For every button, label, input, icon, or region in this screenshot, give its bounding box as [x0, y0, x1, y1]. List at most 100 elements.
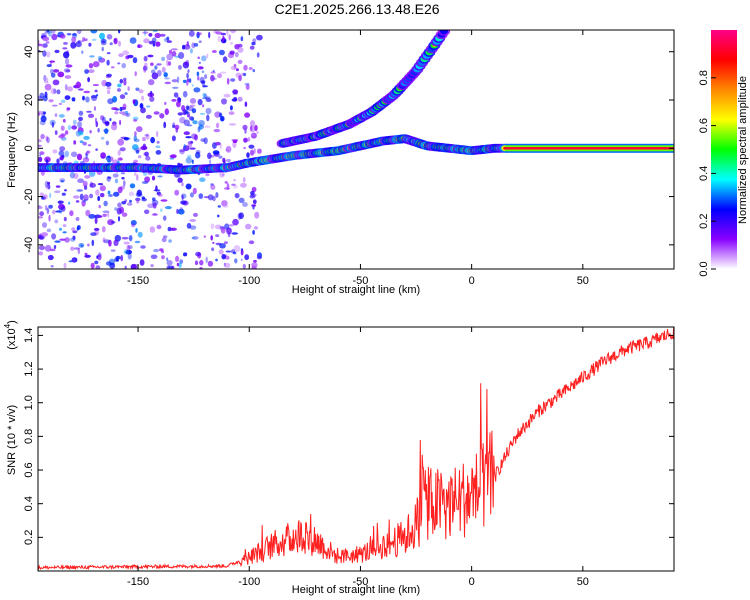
spectrogram-noise-speckle	[183, 252, 188, 257]
spectrogram-noise-speckle	[195, 151, 201, 159]
spectrogram-noise-speckle	[108, 194, 113, 197]
spectrogram-noise-speckle	[209, 159, 212, 165]
snr-marks	[38, 327, 674, 571]
spectrogram-noise-speckle	[39, 154, 42, 157]
spectrogram-noise-speckle	[114, 178, 119, 184]
spectrogram-noise-speckle	[144, 30, 146, 36]
spectrogram-noise-speckle	[50, 30, 56, 34]
spectrogram-noise-speckle	[210, 74, 215, 82]
spectrogram-noise-speckle	[198, 120, 205, 127]
spectrogram-noise-speckle	[106, 59, 110, 66]
spectrogram-noise-speckle	[94, 89, 98, 93]
spectrogram-noise-speckle	[146, 105, 151, 108]
spectrogram-noise-speckle	[54, 49, 60, 54]
spectrogram-noise-speckle	[129, 37, 137, 44]
spectrogram-noise-speckle	[252, 205, 255, 210]
spectrogram-noise-speckle	[95, 148, 98, 152]
spectrogram-noise-speckle	[160, 199, 168, 202]
spectrogram-noise-speckle	[51, 121, 55, 128]
spectrogram-noise-speckle	[188, 30, 195, 37]
spectrogram-noise-speckle	[198, 61, 201, 64]
snr-y-tick-label: 0.8	[23, 429, 35, 444]
spectrogram-noise-speckle	[197, 32, 202, 36]
spectrogram-noise-speckle	[73, 195, 80, 199]
spectrogram-noise-speckle	[62, 118, 66, 123]
spectrogram-noise-speckle	[72, 119, 77, 126]
spectrogram-noise-speckle	[234, 193, 240, 199]
spectrogram-noise-speckle	[58, 114, 65, 118]
spectrogram-noise-speckle	[64, 150, 70, 158]
spectrogram-noise-speckle	[186, 113, 191, 118]
spectrogram-noise-speckle	[41, 44, 48, 48]
chart-title: C2E1.2025.266.13.48.E26	[274, 1, 439, 17]
spectrogram-noise-speckle	[206, 53, 209, 59]
spectrogram-noise-speckle	[242, 124, 248, 131]
spectrogram-noise-speckle	[75, 81, 82, 89]
spectrogram-noise-speckle	[81, 50, 84, 54]
spectrogram-noise-speckle	[174, 55, 181, 58]
spectrogram-noise-speckle	[142, 31, 149, 34]
spectrogram-noise-speckle	[42, 50, 47, 57]
spectrogram-noise-speckle	[44, 83, 52, 91]
spectrogram-noise-speckle	[178, 65, 182, 70]
spectrogram-noise-speckle	[170, 227, 178, 231]
spectrogram-noise-speckle	[72, 258, 76, 263]
spectrogram-noise-speckle	[181, 194, 184, 201]
spectrogram-noise-speckle	[100, 152, 106, 159]
spectrogram-noise-speckle	[46, 228, 52, 233]
spectrogram-noise-speckle	[156, 63, 162, 66]
spectrogram-noise-speckle	[139, 103, 144, 109]
spectrogram-noise-speckle	[183, 144, 186, 149]
spectrogram-noise-speckle	[100, 38, 107, 44]
spectrogram-noise-speckle	[223, 241, 228, 245]
spectrogram-noise-speckle	[232, 140, 238, 144]
spectrogram-noise-speckle	[240, 182, 247, 188]
spectrogram-noise-speckle	[69, 210, 74, 217]
spectrogram-noise-speckle	[87, 150, 91, 154]
spectrogram-noise-speckle	[203, 137, 208, 145]
spectrogram-noise-speckle	[242, 263, 246, 269]
spectrogram-noise-speckle	[253, 226, 259, 230]
spectrogram-noise-speckle	[92, 61, 100, 68]
spectrogram-noise-speckle	[104, 128, 109, 135]
spectrogram-noise-speckle	[223, 40, 226, 43]
spectrogram-noise-speckle	[51, 104, 58, 107]
spectrogram-noise-speckle	[206, 114, 210, 122]
spectrogram-noise-speckle	[223, 93, 231, 98]
spectrogram-noise-speckle	[45, 135, 49, 142]
spectrogram-noise-speckle	[52, 149, 58, 154]
spectrogram-noise-speckle	[111, 123, 118, 131]
spectrogram-noise-speckle	[44, 205, 48, 211]
spectrogram-noise-speckle	[136, 189, 142, 196]
spectrogram-noise-speckle	[61, 192, 66, 196]
spectrogram-noise-speckle	[117, 216, 121, 222]
spectrogram-noise-speckle	[132, 144, 139, 151]
spectrogram-noise-speckle	[126, 202, 133, 206]
spectrogram-noise-speckle	[138, 89, 144, 94]
spectrogram-noise-speckle	[46, 77, 49, 83]
spectrogram-noise-speckle	[84, 175, 91, 179]
spectrogram-noise-speckle	[207, 194, 214, 201]
spectrogram-noise-speckle	[203, 196, 210, 199]
spectrogram-noise-speckle	[135, 149, 140, 154]
spectrogram-noise-speckle	[200, 112, 205, 115]
spectrogram-noise-speckle	[119, 111, 126, 115]
spectrogram-noise-speckle	[232, 92, 238, 95]
colorbar-tick-label: 0.2	[698, 214, 710, 229]
spectrogram-noise-speckle	[168, 49, 173, 55]
spectrogram-noise-speckle	[100, 40, 107, 46]
spectrogram-noise-speckle	[221, 98, 227, 105]
spectrogram-noise-speckle	[42, 36, 50, 42]
spectrogram-noise-speckle	[111, 107, 118, 111]
colorbar-ticks: 0.0 0.2 0.4 0.6 0.8	[698, 70, 716, 277]
spectrogram-noise-speckle	[248, 67, 253, 70]
spectrogram-noise-speckle	[64, 189, 67, 192]
spectrogram-noise-speckle	[41, 232, 48, 237]
spectrogram-noise-speckle	[152, 213, 157, 216]
spectrogram-noise-speckle	[60, 125, 65, 131]
spectrogram-noise-speckle	[99, 185, 106, 192]
spectrogram-noise-speckle	[166, 257, 169, 262]
spectrogram-noise-speckle	[186, 72, 189, 79]
snr-y-multiplier: (x104)	[3, 320, 18, 350]
spectrogram-noise-speckle	[177, 208, 185, 215]
